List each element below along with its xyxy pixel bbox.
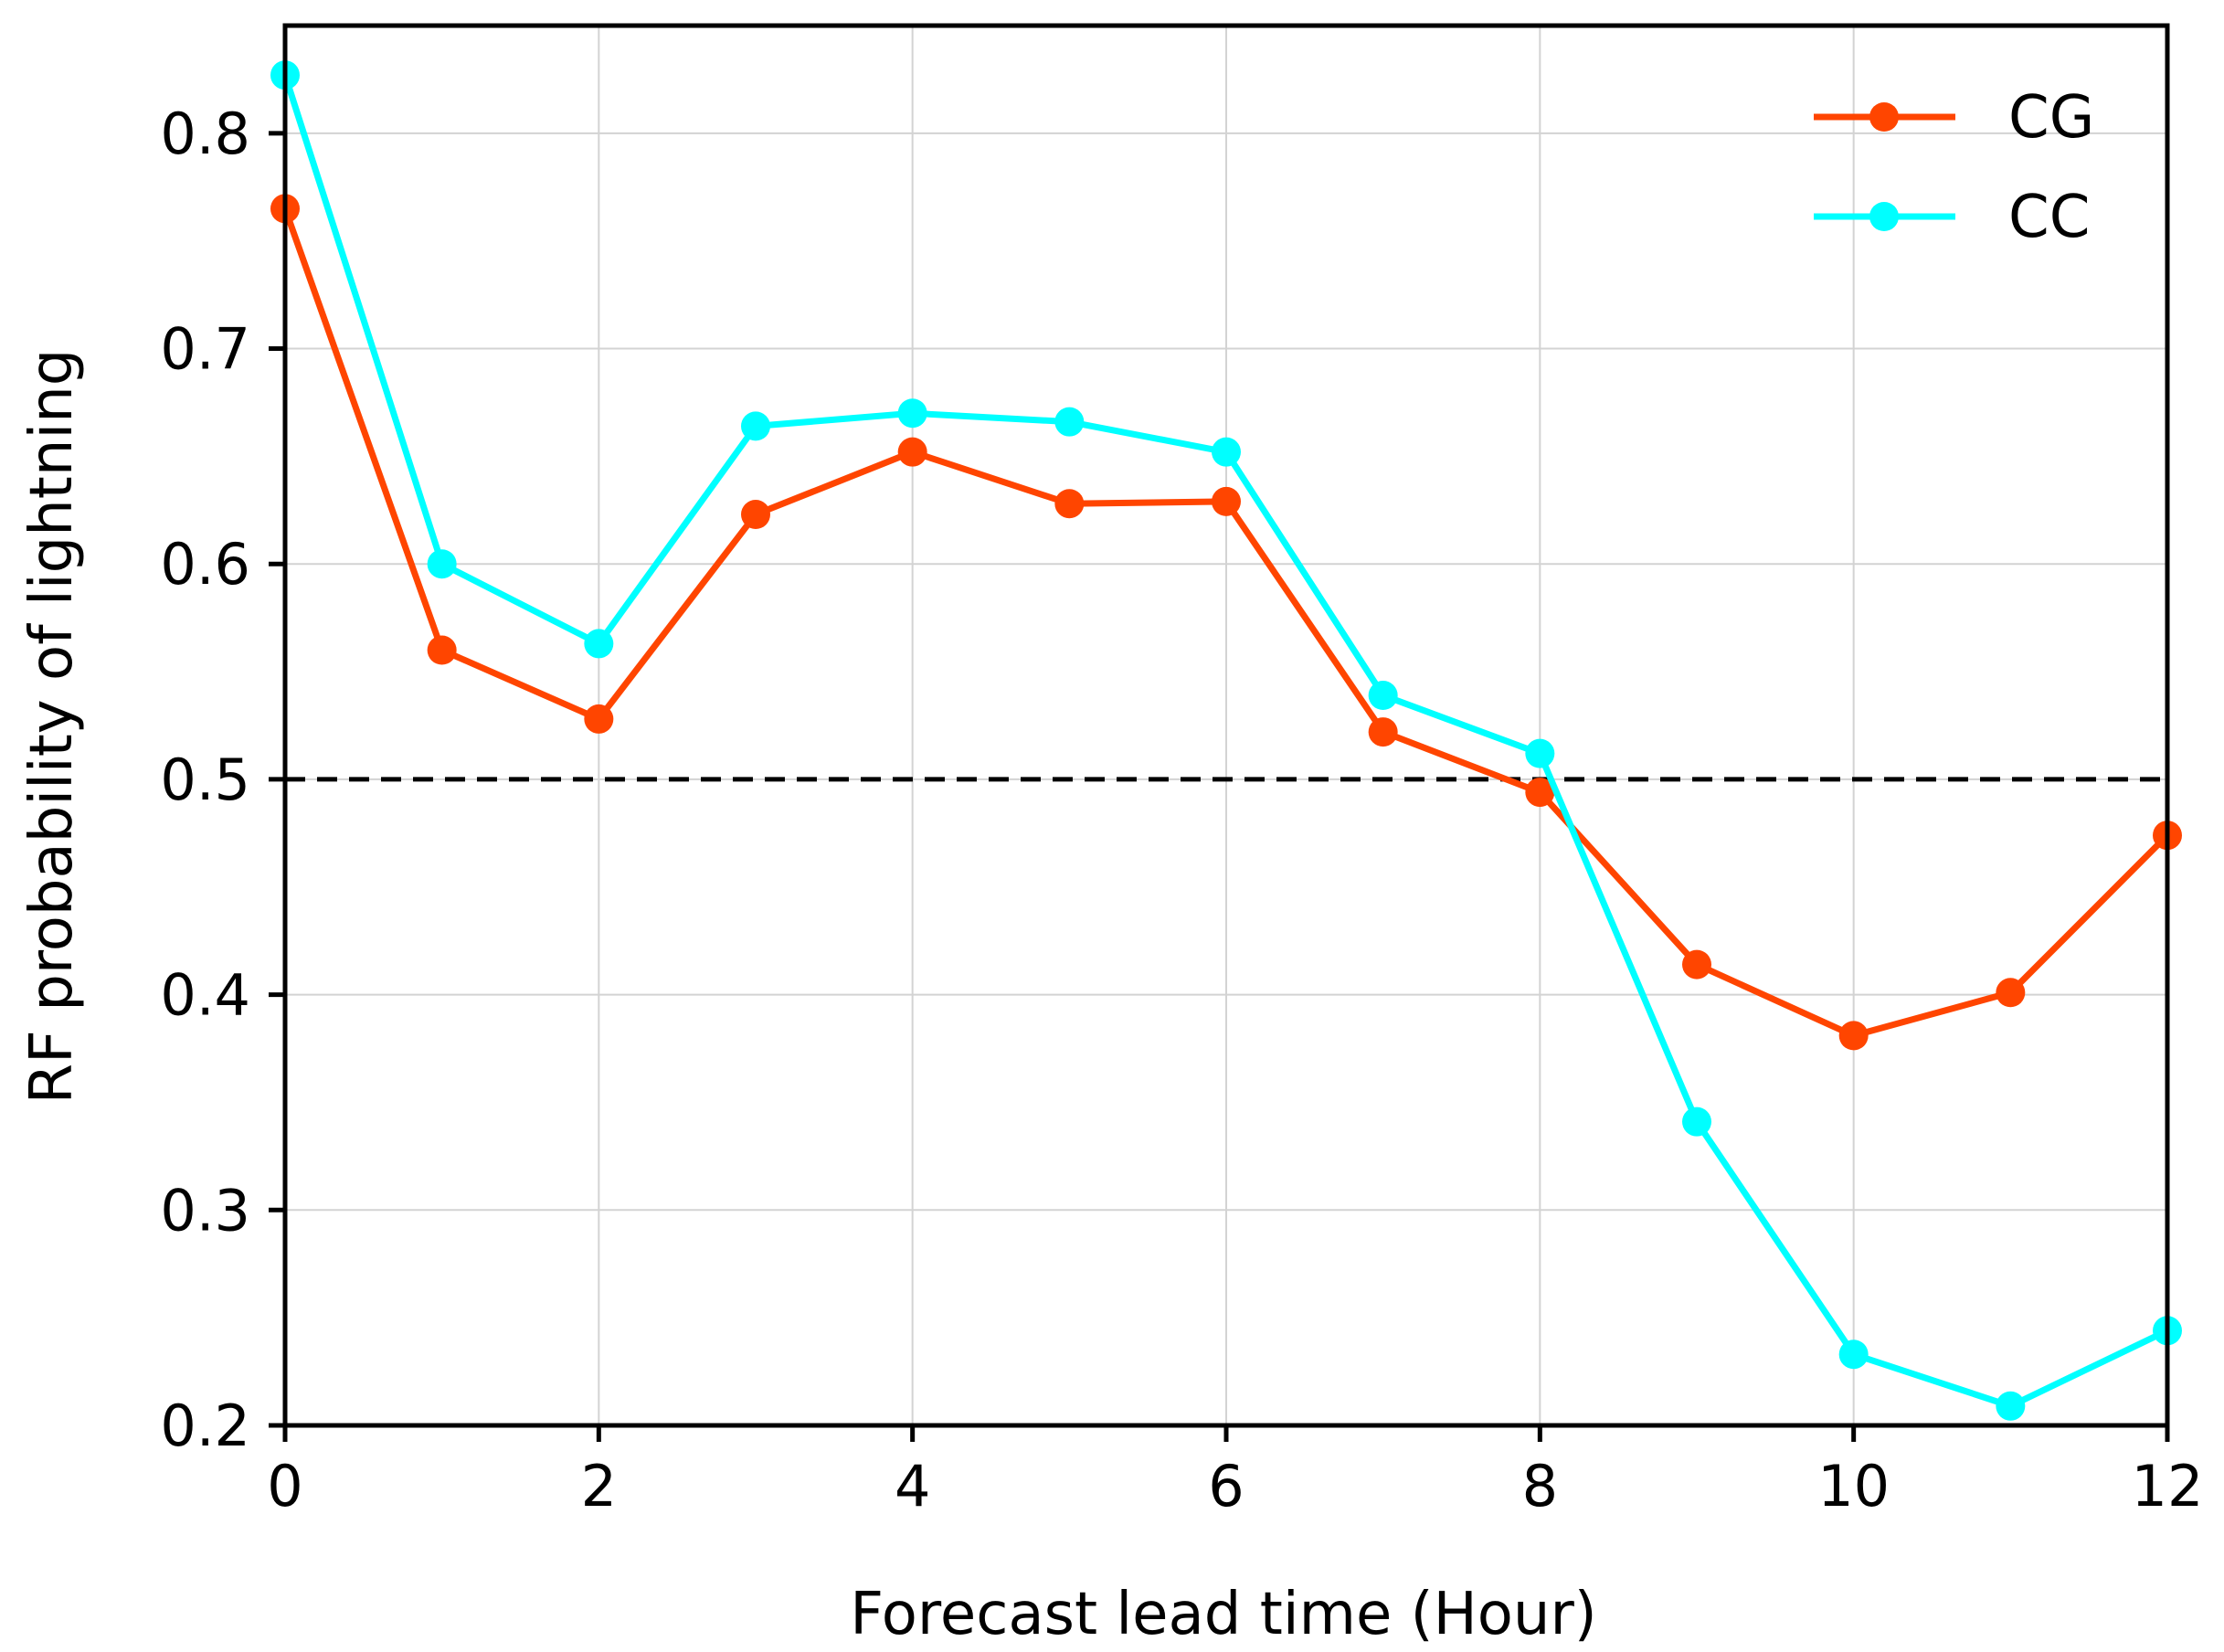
- x-tick-label-6: 12: [2132, 1453, 2204, 1520]
- data-point-cg-6: [1212, 486, 1241, 516]
- data-point-cg-3: [741, 500, 770, 530]
- data-point-cg-1: [427, 635, 457, 665]
- x-axis-title: Forecast lead time (Hour): [850, 1581, 1597, 1648]
- data-point-cc-11: [1996, 1391, 2026, 1421]
- x-tick-label-2: 4: [895, 1453, 930, 1520]
- data-point-cg-9: [1682, 949, 1711, 980]
- data-point-cc-4: [897, 398, 927, 429]
- data-point-cc-8: [1525, 738, 1555, 768]
- y-axis-title: RF probability of lightning: [18, 349, 86, 1105]
- data-point-cg-5: [1054, 489, 1085, 519]
- data-point-cc-3: [741, 411, 770, 441]
- x-tick-label-5: 10: [1817, 1453, 1890, 1520]
- data-point-cc-1: [427, 549, 457, 579]
- grid-lines: [284, 26, 2168, 1426]
- legend-label-cg: CG: [2008, 84, 2094, 152]
- y-tick-label-4: 0.6: [160, 531, 250, 598]
- data-point-cc-2: [584, 629, 614, 659]
- data-point-cg-7: [1368, 717, 1398, 747]
- axes: [269, 23, 2170, 1442]
- x-tick-label-1: 2: [581, 1453, 617, 1520]
- data-point-cg-2: [584, 704, 614, 734]
- y-tick-label-2: 0.4: [160, 962, 250, 1029]
- legend-marker-cc: [1869, 202, 1899, 231]
- data-point-cc-9: [1682, 1107, 1711, 1137]
- x-tick-label-0: 0: [267, 1453, 302, 1520]
- y-tick-label-3: 0.5: [160, 747, 250, 813]
- series-lines: [270, 60, 2182, 1421]
- y-tick-label-5: 0.7: [160, 316, 250, 383]
- data-point-cg-11: [1996, 978, 2026, 1008]
- data-point-cc-5: [1054, 407, 1085, 437]
- data-point-cc-6: [1212, 437, 1241, 467]
- x-tick-label-4: 8: [1522, 1453, 1558, 1520]
- legend-marker-cg: [1869, 102, 1899, 132]
- data-point-cc-10: [1838, 1340, 1869, 1370]
- legend: CG CC: [1814, 84, 2094, 251]
- y-tick-label-0: 0.2: [160, 1393, 250, 1459]
- data-point-cg-4: [897, 437, 927, 467]
- data-point-cg-10: [1838, 1021, 1869, 1051]
- tick-labels: 0 2 4 6 8 10 12 0.2 0.3 0.4 0.5 0.6 0.7 0.8: [160, 101, 2203, 1520]
- y-tick-label-6: 0.8: [160, 101, 250, 167]
- y-tick-label-1: 0.3: [160, 1177, 250, 1244]
- data-point-cg-8: [1525, 778, 1555, 808]
- x-tick-label-3: 6: [1208, 1453, 1244, 1520]
- legend-label-cc: CC: [2008, 184, 2090, 251]
- data-point-cc-7: [1368, 681, 1398, 711]
